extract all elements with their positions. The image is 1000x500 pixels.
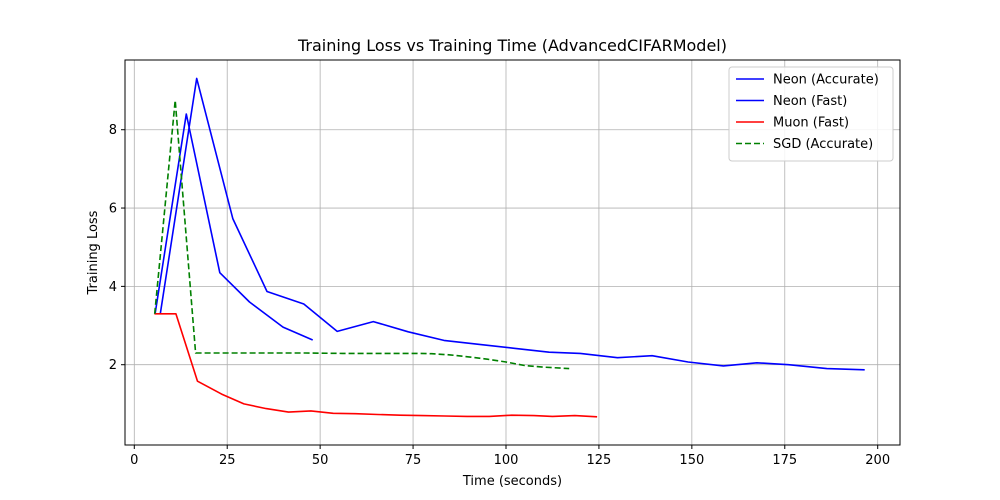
plot-frame (124, 59, 901, 446)
y-tick-label: 6 (109, 202, 117, 217)
series-line-3 (154, 312, 598, 418)
series-line-4 (153, 99, 570, 370)
x-tick-label: 75 (405, 453, 422, 468)
x-tick-label: 175 (772, 453, 797, 468)
legend-label-1: Neon (Accurate) (773, 73, 879, 88)
y-tick-label: 8 (109, 123, 117, 138)
x-tick-label: 200 (865, 453, 890, 468)
y-axis-label: Training Loss (86, 210, 101, 295)
chart-title: Training Loss vs Training Time (Advanced… (297, 36, 727, 55)
x-tick-label: 125 (587, 453, 612, 468)
x-axis-ticks: 0 25 50 75 100 125 150 175 200 (130, 445, 890, 468)
x-tick-label: 150 (679, 453, 704, 468)
series-lines (153, 77, 865, 418)
x-tick-label: 100 (494, 453, 519, 468)
x-tick-label: 25 (219, 453, 236, 468)
legend-label-2: Neon (Fast) (773, 94, 847, 109)
series-line-1 (159, 77, 865, 371)
y-axis-ticks: 2 4 6 8 (109, 123, 125, 373)
legend-box (728, 66, 894, 162)
y-tick-label: 4 (109, 280, 117, 295)
y-tick-label: 2 (109, 358, 117, 373)
x-tick-label: 50 (312, 453, 329, 468)
legend-label-4: SGD (Accurate) (773, 137, 873, 152)
legend: Neon (Accurate) Neon (Fast) Muon (Fast) SGD… (728, 66, 894, 162)
x-tick-label: 0 (130, 453, 138, 468)
legend-label-3: Muon (Fast) (773, 116, 849, 131)
series-line-2 (154, 113, 314, 341)
x-axis-label: Time (seconds) (462, 474, 562, 489)
